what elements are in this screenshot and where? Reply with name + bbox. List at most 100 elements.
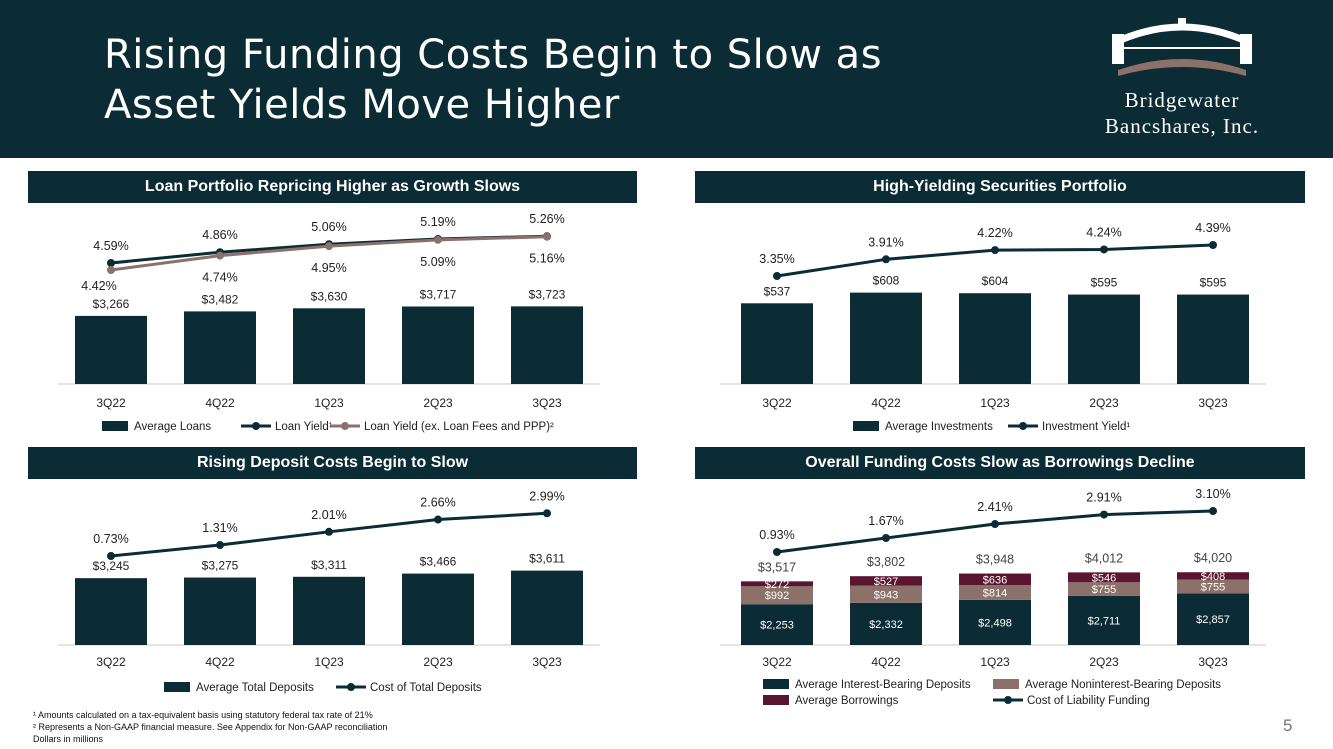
line-value-label: 4.86% [202, 228, 237, 242]
company-logo: Bridgewater Bancshares, Inc. [1062, 14, 1302, 144]
line-series-0 [776, 509, 1214, 554]
line-value-label: 3.10% [1195, 487, 1230, 501]
line-value-label: 5.16% [529, 252, 564, 266]
stacked-segment-nib-deposits [959, 585, 1031, 600]
x-tick-label: 2Q23 [1089, 396, 1119, 410]
line-value-label: 3.91% [868, 235, 903, 249]
legend-marker [1019, 422, 1027, 430]
line-value-label: 5.09% [420, 255, 455, 269]
line-value-label: 1.67% [868, 514, 903, 528]
legend-label: Average Loans [134, 421, 211, 433]
legend-label: Investment Yield¹ [1042, 421, 1130, 433]
segment-value-label: $755 [1092, 584, 1116, 596]
x-tick-label: 3Q22 [762, 396, 792, 410]
segment-value-label: $2,857 [1196, 614, 1230, 626]
line-value-label: 5.06% [311, 220, 346, 234]
line-point [773, 548, 781, 556]
stacked-segment-nib-deposits [850, 585, 922, 603]
line-value-label: 2.99% [529, 489, 564, 503]
bar-value-label: $3,275 [202, 559, 239, 573]
line-point [325, 527, 333, 536]
legend-label: Cost of Liability Funding [1027, 695, 1150, 707]
bar-securities-2Q23 [1068, 294, 1140, 384]
x-tick-label: 3Q22 [762, 655, 792, 669]
line-point [1100, 245, 1108, 254]
legend-label: Average Interest-Bearing Deposits [795, 679, 971, 691]
bar-securities-4Q22 [850, 292, 922, 384]
bar-securities-3Q22 [741, 303, 813, 384]
x-tick-label: 1Q23 [314, 655, 344, 669]
line-point [991, 520, 999, 529]
segment-value-label: $527 [874, 576, 898, 588]
stacked-segment-borrowings [850, 576, 922, 586]
legend-swatch [763, 679, 789, 689]
stacked-segment-borrowings [1068, 572, 1140, 583]
stack-total-label: $3,802 [867, 555, 905, 569]
legend-swatch [763, 695, 789, 705]
page-title-line-1: Rising Funding Costs Begin to Slow as [104, 32, 883, 78]
logo-text-line-2: Bancshares, Inc. [1104, 114, 1260, 138]
legend-swatch [102, 421, 128, 431]
line-point [882, 534, 890, 543]
bar-value-label: $3,717 [420, 288, 457, 302]
logo-arch-icon [1112, 18, 1252, 76]
line-value-label: 0.73% [93, 532, 128, 546]
line-point [1100, 510, 1108, 519]
x-tick-label: 3Q23 [532, 655, 562, 669]
line-point [773, 272, 781, 280]
x-tick-label: 4Q22 [871, 396, 901, 410]
bar-value-label: $3,611 [529, 552, 565, 566]
legend-label: Loan Yield (ex. Loan Fees and PPP)² [364, 421, 554, 433]
line-point [107, 266, 115, 274]
legend-marker [1004, 696, 1012, 704]
line-point [882, 255, 890, 264]
line-value-label: 2.41% [977, 500, 1012, 514]
line-point [434, 235, 442, 244]
line-value-label: 5.26% [529, 212, 564, 226]
x-tick-label: 1Q23 [314, 396, 344, 410]
x-tick-label: 1Q23 [980, 396, 1010, 410]
segment-value-label: $943 [874, 589, 898, 601]
bar-securities-3Q23 [1177, 294, 1249, 384]
stacked-segment-nib-deposits [1068, 582, 1140, 596]
bar-value-label: $608 [873, 274, 900, 288]
legend-label: Average Total Deposits [196, 682, 314, 694]
bar-value-label: $3,311 [311, 558, 347, 572]
page-title-line-2: Asset Yields Move Higher [104, 82, 620, 128]
segment-value-label: $408 [1201, 571, 1225, 583]
stacked-segment-nib-deposits [741, 586, 813, 605]
segment-value-label: $2,498 [978, 617, 1012, 629]
line-point [1209, 506, 1217, 515]
bar-loan-3Q22 [75, 315, 147, 384]
footnote-3: Dollars in millions [33, 734, 104, 744]
line-value-label: 2.01% [311, 508, 346, 522]
bar-value-label: $3,723 [529, 287, 566, 301]
line-value-label: 0.93% [759, 528, 794, 542]
segment-value-label: $2,332 [869, 619, 903, 631]
bar-value-label: $595 [1200, 276, 1227, 290]
bar-value-label: $604 [982, 274, 1009, 288]
stack-total-label: $3,948 [976, 553, 1014, 567]
line-point [543, 509, 551, 518]
segment-value-label: $636 [983, 574, 1007, 586]
x-tick-label: 1Q23 [980, 655, 1010, 669]
footnote-2: ² Represents a Non-GAAP financial measur… [33, 722, 388, 732]
x-tick-label: 2Q23 [1089, 655, 1119, 669]
line-point [107, 552, 115, 560]
bar-value-label: $3,266 [93, 297, 130, 311]
segment-value-label: $272 [765, 579, 789, 591]
line-value-label: 4.95% [311, 261, 346, 275]
legend-swatch [164, 682, 190, 692]
header-banner: Rising Funding Costs Begin to Slow as As… [0, 0, 1333, 158]
line-point [543, 232, 551, 241]
stacked-segment-borrowings [1177, 572, 1249, 580]
line-point [107, 259, 115, 267]
stacked-segment-ib-deposits [850, 602, 922, 645]
line-point [434, 515, 442, 524]
bar-loan-2Q23 [402, 306, 474, 384]
legend-label: Average Borrowings [795, 695, 899, 707]
stack-total-label: $4,012 [1085, 551, 1123, 565]
stack-total-label: $4,020 [1194, 551, 1232, 565]
line-point [1209, 241, 1217, 250]
